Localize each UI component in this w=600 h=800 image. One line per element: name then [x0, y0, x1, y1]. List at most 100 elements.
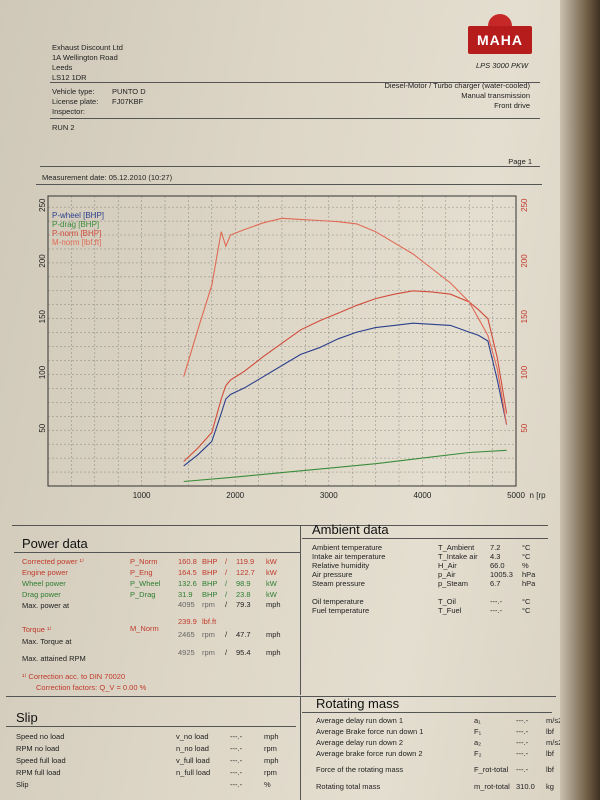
slip-row-unit: %: [264, 780, 271, 789]
run-label: RUN 2: [52, 123, 75, 132]
rotating-row-value: ---.-: [516, 727, 529, 736]
slip-row-unit: mph: [264, 756, 279, 765]
sep: /: [225, 630, 228, 639]
divider: [50, 82, 540, 83]
max-rpm-mph: 95.4: [236, 648, 251, 657]
maha-logo: [468, 26, 532, 54]
power-row-symbol: P_Eng: [130, 568, 153, 577]
ambient-row-value: 4.3: [490, 552, 501, 561]
ambient-row-symbol: T_Intake air: [438, 552, 478, 561]
power-row-unit-kw: kW: [266, 568, 277, 577]
legend-entry: P-drag [BHP]: [52, 220, 99, 229]
y-tick-label-left: 100: [38, 365, 47, 379]
max-rpm-value: 4925: [178, 648, 195, 657]
power-row-sep: /: [225, 579, 228, 588]
transmission: Manual transmission: [461, 91, 530, 100]
ambient-row-unit: °C: [522, 597, 531, 606]
measurement-date: Measurement date: 05.12.2010 (10:27): [42, 173, 173, 182]
y-tick-label-left: 250: [38, 198, 47, 212]
p-wheel-line: [183, 322, 508, 467]
correction-note: ¹⁾ Correction acc. to DIN 70020: [22, 672, 126, 681]
power-row-symbol: P_Norm: [130, 557, 158, 566]
power-row-value-bhp: 164.5: [178, 568, 197, 577]
slip-row-value: ---.-: [230, 732, 243, 741]
rotating-row-label: Force of the rotating mass: [316, 765, 404, 774]
max-torque-label: Max. Torque at: [22, 637, 72, 646]
power-row-value-kw: 98.9: [236, 579, 251, 588]
ambient-row-symbol: T_Ambient: [438, 543, 475, 552]
x-tick-label: 2000: [226, 491, 244, 500]
ambient-row-unit: hPa: [522, 579, 536, 588]
divider: [6, 726, 296, 727]
y-tick-label-right: 250: [520, 198, 529, 212]
ambient-row-value: 66.0: [490, 561, 505, 570]
ambient-row-value: 7.2: [490, 543, 501, 552]
y-tick-label-right: 200: [520, 254, 529, 268]
rotating-row-value: ---.-: [516, 749, 529, 758]
power-row-value-kw: 122.7: [236, 568, 255, 577]
slip-row-label: Speed full load: [16, 756, 66, 765]
rotating-row-symbol: F_rot-total: [474, 765, 509, 774]
sep: /: [225, 600, 228, 609]
power-torque-chart: 1000 2000 3000 4000 5000 n [rpm] 50 100 150 200 25…: [38, 195, 546, 500]
power-row-symbol: P_Wheel: [130, 579, 161, 588]
x-tick-label: 3000: [320, 491, 338, 500]
power-row-value-bhp: 160.8: [178, 557, 197, 566]
divider: [6, 696, 556, 697]
y-tick-label-left: 150: [38, 309, 47, 323]
slip-row-symbol: n_full load: [176, 768, 211, 777]
power-row-symbol: P_Drag: [130, 590, 156, 599]
divider: [300, 525, 301, 695]
ambient-row-value: ---.-: [490, 606, 503, 615]
divider: [300, 696, 301, 800]
slip-row-value: ---.-: [230, 756, 243, 765]
rotating-row-symbol: a₁: [474, 716, 481, 725]
rotating-row-symbol: F₁: [474, 727, 482, 736]
ambient-row-value: 6.7: [490, 579, 501, 588]
slip-row-label: Slip: [16, 780, 29, 789]
ambient-row-value: ---.-: [490, 597, 503, 606]
x-tick-label: 1000: [133, 491, 151, 500]
torque-value: 239.9: [178, 617, 197, 626]
vehicle-type: PUNTO D: [112, 87, 146, 96]
max-torque-rpm: 2465: [178, 630, 195, 639]
max-power-mph: 79.3: [236, 600, 251, 609]
power-row-label: Engine power: [22, 568, 68, 577]
max-power-mph-unit: mph: [266, 600, 281, 609]
power-row-unit-bhp: BHP: [202, 568, 218, 577]
power-row-value-bhp: 132.6: [178, 579, 197, 588]
ambient-row-label: Fuel temperature: [312, 606, 370, 615]
ambient-row-symbol: T_Oil: [438, 597, 456, 606]
ambient-row-unit: °C: [522, 552, 531, 561]
plate: FJ07KBF: [112, 97, 144, 106]
divider: [36, 184, 542, 185]
torque-label: Torque ¹⁾: [22, 625, 52, 634]
power-row-unit-bhp: BHP: [202, 557, 218, 566]
power-row-label: Wheel power: [22, 579, 66, 588]
ambient-row-label: Relative humidity: [312, 561, 370, 570]
ambient-row-label: Air pressure: [312, 570, 353, 579]
rotating-row-unit: lbf: [546, 727, 554, 736]
power-row-sep: /: [225, 590, 228, 599]
ambient-row-label: Intake air temperature: [312, 552, 386, 561]
slip-row-unit: rpm: [264, 768, 277, 777]
ambient-row-symbol: T_Fuel: [438, 606, 462, 615]
rotating-row-label: Average delay run down 1: [316, 716, 404, 725]
divider: [50, 118, 540, 119]
power-row-unit-bhp: BHP: [202, 590, 218, 599]
slip-row-symbol: v_full load: [176, 756, 210, 765]
divider: [12, 525, 548, 526]
power-row-unit-bhp: BHP: [202, 579, 218, 588]
y-tick-label-right: 150: [520, 309, 529, 323]
drive: Front drive: [494, 101, 530, 110]
company-line2: 1A Wellington Road: [52, 53, 118, 62]
max-torque-mph: 47.7: [236, 630, 251, 639]
power-row-value-kw: 119.9: [236, 557, 255, 566]
rotating-row-label: Average delay run down 2: [316, 738, 404, 747]
max-torque-rpm-unit: rpm: [202, 630, 215, 639]
rotating-row-value: ---.-: [516, 738, 529, 747]
max-rpm-mph-unit: mph: [266, 648, 281, 657]
ambient-row-label: Steam pressure: [312, 579, 365, 588]
legend-entry: P-wheel [BHP]: [52, 211, 104, 220]
